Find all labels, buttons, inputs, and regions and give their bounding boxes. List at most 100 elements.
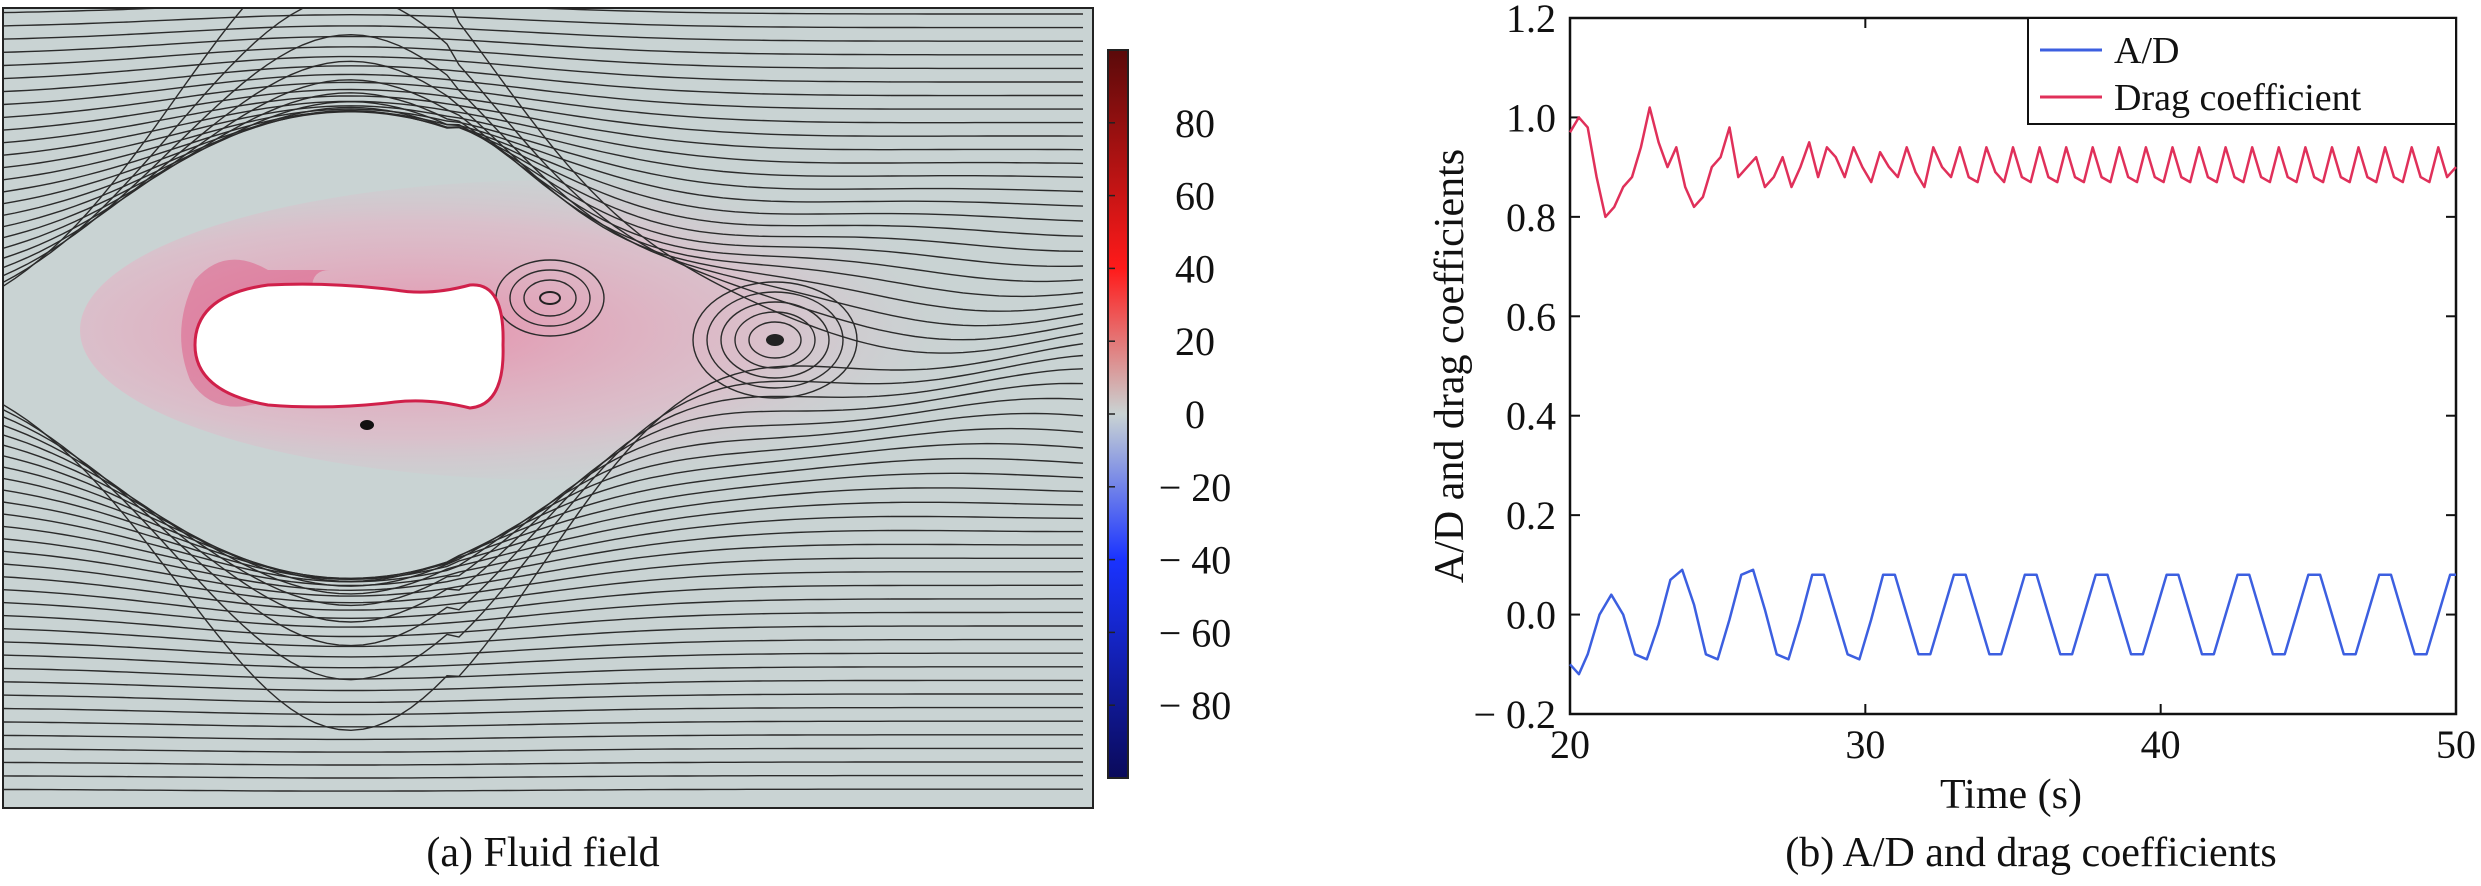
y-tick-label: 0.2 xyxy=(1506,493,1556,538)
streamline xyxy=(3,88,1083,137)
colorbar-tick-label: 60 xyxy=(1175,174,1215,219)
streamline xyxy=(3,457,1084,580)
vortex-ring xyxy=(523,279,577,317)
streamline xyxy=(3,8,1084,341)
vortex-core-wake xyxy=(766,334,784,346)
plot-frame xyxy=(1568,16,2458,716)
y-tick-label: 1.2 xyxy=(1506,0,1556,41)
streamline xyxy=(3,543,1083,597)
streamline xyxy=(3,79,1084,298)
x-tick-label: 50 xyxy=(2436,722,2476,767)
streamline xyxy=(3,584,1084,620)
streamline xyxy=(3,679,1083,692)
y-tick-label: − 0.2 xyxy=(1473,692,1556,737)
colorbar-tick-label: 20 xyxy=(1175,319,1215,364)
streamline xyxy=(3,95,1084,151)
streamline xyxy=(3,105,1084,178)
caption-b: (b) A/D and drag coefficients xyxy=(1785,830,2276,876)
colorbar-tick-label: − 60 xyxy=(1159,610,1232,655)
series-line-drag xyxy=(1568,106,2457,219)
streamline xyxy=(3,8,1084,354)
y-tick-label: 0.4 xyxy=(1506,394,1556,439)
streamline xyxy=(3,343,1084,732)
streamline xyxy=(3,110,1084,222)
caption-a: (a) Fluid field xyxy=(426,830,659,876)
streamline xyxy=(3,65,1083,97)
vortex-ring xyxy=(734,311,816,369)
y-tick-label: 0.6 xyxy=(1506,294,1556,339)
vortex-ring xyxy=(748,321,802,359)
streamline xyxy=(3,774,1083,779)
colorbar-tick-label: − 40 xyxy=(1159,538,1232,583)
streamline xyxy=(3,46,1083,70)
streamline xyxy=(3,382,1084,623)
streamline xyxy=(3,108,1084,193)
line-chart-panel: 20 30 40 50 1.2 1.0 0.8 0.6 0.4 0.2 0.0 − 0.2 Time… xyxy=(1427,0,2476,876)
streamline xyxy=(3,720,1083,728)
streamline xyxy=(3,109,1084,237)
streamline xyxy=(3,747,1083,753)
colorbar-tick-label: 80 xyxy=(1175,101,1215,146)
streamline xyxy=(3,693,1083,703)
field-frame xyxy=(2,7,1094,809)
streamline xyxy=(3,598,1083,628)
y-axis-ticks: 1.2 1.0 0.8 0.6 0.4 0.2 0.0 − 0.2 xyxy=(1473,0,2456,737)
streamline xyxy=(3,100,1084,165)
fluid-field-panel: 80 60 40 20 0 − 20 − 40 − 60 − 80 (a) Fluid fiel… xyxy=(2,7,1231,876)
streamline xyxy=(3,571,1084,611)
colorbar-tick-label: 40 xyxy=(1175,246,1215,291)
streamline xyxy=(3,501,1084,583)
legend-label-drag: Drag coefficient xyxy=(2114,77,2362,119)
streamline xyxy=(3,33,1084,327)
legend-box xyxy=(2027,17,2457,125)
colorbar-tick-label: − 80 xyxy=(1159,683,1232,728)
streamline xyxy=(3,354,1084,681)
streamline xyxy=(3,557,1083,604)
streamline xyxy=(3,427,1084,587)
vortex-ring xyxy=(706,291,844,389)
x-axis-ticks: 20 30 40 50 xyxy=(1550,18,2476,767)
y-tick-label: 0.0 xyxy=(1506,593,1556,638)
streamline xyxy=(3,638,1083,658)
streamline xyxy=(3,788,1083,792)
colorbar-ticks: 80 60 40 20 0 − 20 − 40 − 60 − 80 xyxy=(1108,101,1231,728)
streamline xyxy=(3,368,1084,647)
vortex-core-lower xyxy=(360,420,374,430)
streamline xyxy=(3,55,1083,83)
streamline xyxy=(3,25,1083,42)
streamline xyxy=(3,761,1083,766)
legend: A/D Drag coefficient xyxy=(2027,17,2457,125)
streamline xyxy=(3,529,1083,592)
streamline xyxy=(3,706,1083,716)
streamline xyxy=(3,92,1084,283)
streamline xyxy=(3,442,1084,583)
streamline xyxy=(3,13,1083,29)
streamline xyxy=(3,652,1083,669)
body-shape xyxy=(193,282,505,410)
y-tick-label: 0.8 xyxy=(1506,195,1556,240)
streamline xyxy=(3,625,1083,648)
streamline xyxy=(3,110,1084,207)
colorbar-tick-label: − 20 xyxy=(1159,465,1232,510)
x-tick-label: 40 xyxy=(2141,722,2181,767)
streamline xyxy=(3,35,1083,56)
streamline xyxy=(3,734,1083,741)
colorbar-tick-label: 0 xyxy=(1185,392,1205,437)
x-tick-label: 20 xyxy=(1550,722,1590,767)
series-layer xyxy=(1568,106,2457,676)
vortex-core-upper xyxy=(539,291,561,305)
legend-label-ad: A/D xyxy=(2114,30,2179,72)
streamline xyxy=(3,106,1084,252)
series-line-ad xyxy=(1569,568,2456,676)
streamline xyxy=(3,81,1083,124)
streamline xyxy=(3,487,1084,581)
streamline xyxy=(3,60,1084,312)
x-tick-label: 30 xyxy=(1845,722,1885,767)
y-axis-label: A/D and drag coefficients xyxy=(1427,149,1473,583)
streamline xyxy=(3,666,1083,680)
vortex-ring xyxy=(720,301,830,379)
vortex-ring xyxy=(509,269,591,327)
y-tick-label: 1.0 xyxy=(1506,95,1556,140)
streamline xyxy=(3,515,1084,587)
